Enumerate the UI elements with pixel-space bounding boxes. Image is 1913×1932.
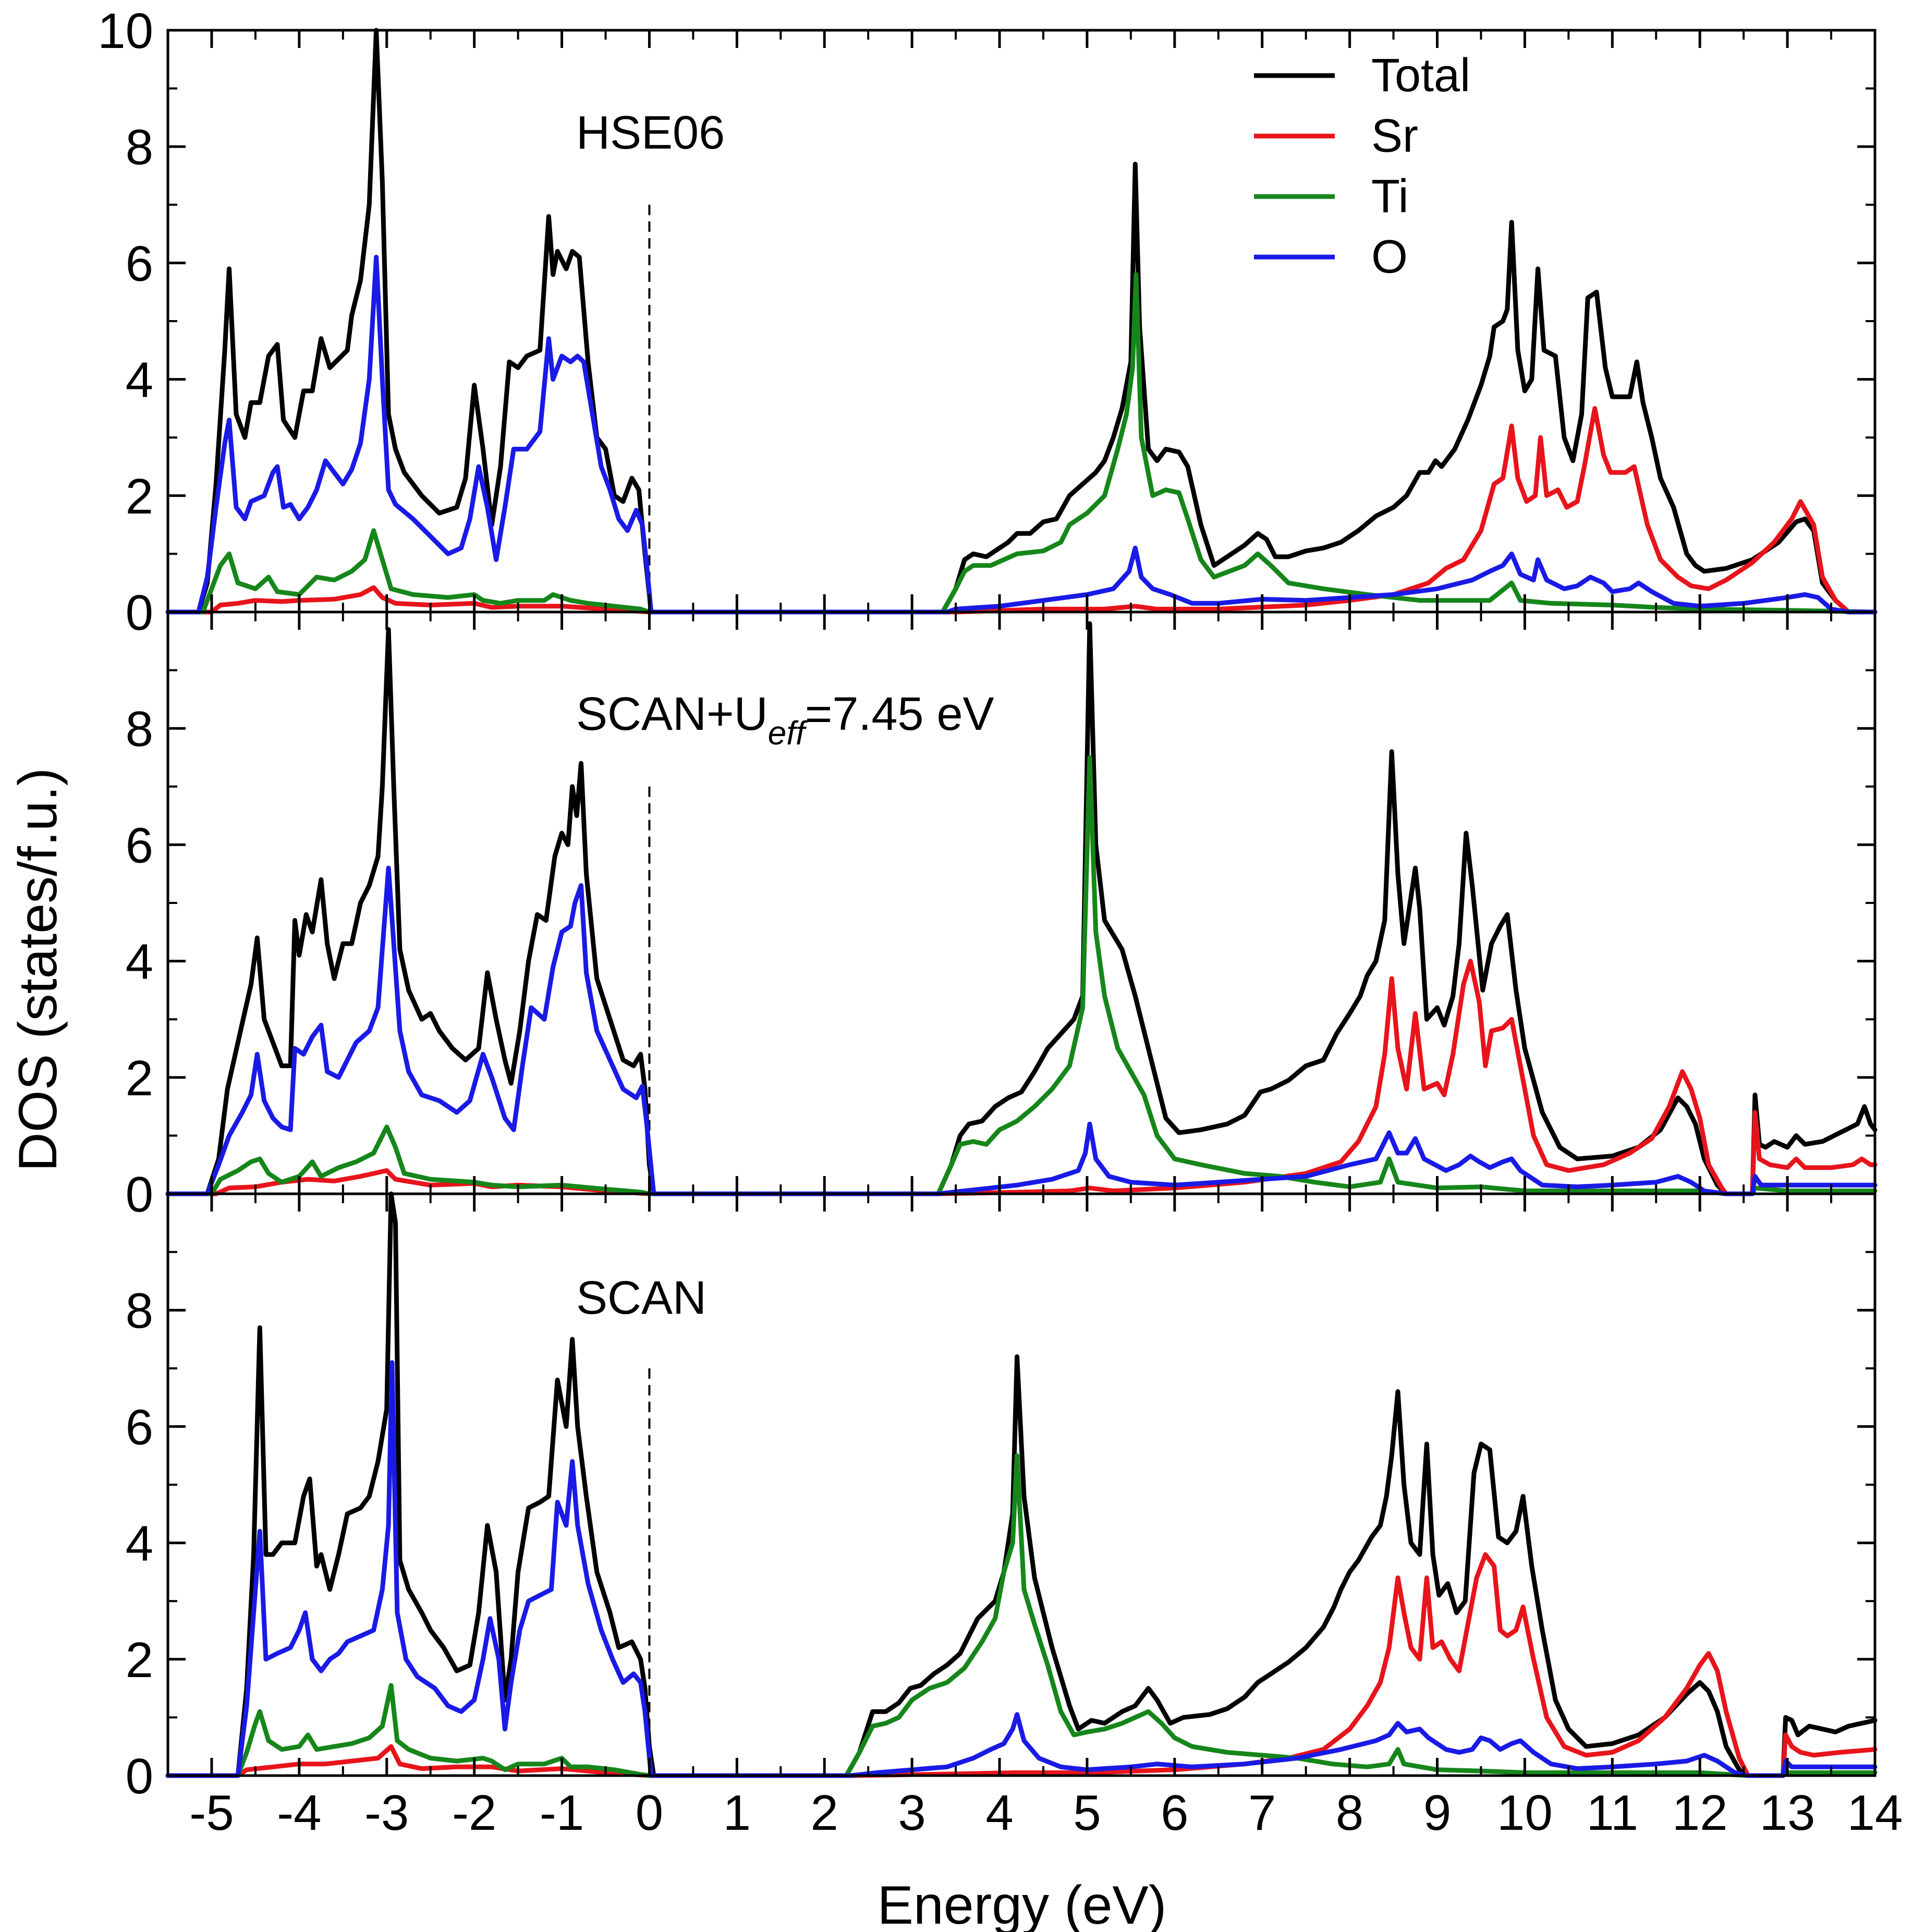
x-tick-label: -4 (277, 1785, 321, 1841)
y-tick-label: 4 (126, 1516, 153, 1572)
y-tick-label: 0 (126, 585, 153, 641)
y-tick-label: 2 (126, 1050, 153, 1106)
y-tick-label: 6 (126, 1399, 153, 1455)
y-tick-label: 6 (126, 817, 153, 873)
series-line-total (165, 28, 1878, 615)
x-tick-label: 5 (1073, 1785, 1101, 1841)
x-tick-label: 0 (636, 1785, 663, 1841)
legend-label-total: Total (1371, 50, 1470, 102)
panel-label-subscript: eff (768, 714, 808, 752)
panel-scan-u: 0 2 4 6 8 SCAN+Ueff=7.45 eV (126, 610, 1878, 1222)
y-tick-label: 4 (126, 352, 153, 408)
series-line-o (165, 865, 1878, 1196)
x-tick-label: 14 (1847, 1785, 1903, 1841)
panel-hse06: 0 2 4 6 8 10 HSE06 (98, 3, 1878, 641)
x-tick-label: 8 (1336, 1785, 1363, 1841)
y-tick-label: 4 (126, 934, 153, 990)
panel-scan: 0 2 4 6 8 SCAN (126, 1191, 1878, 1804)
y-tick-label: 2 (126, 469, 153, 524)
x-axis-title: Energy (eV) (878, 1875, 1167, 1932)
y-tick-label: 8 (126, 1283, 153, 1339)
x-tick-label: 1 (723, 1785, 751, 1841)
panel-label-scan-u: SCAN+Ueff=7.45 eV (576, 688, 994, 752)
y-tick-label: 10 (98, 3, 153, 59)
series-line-o (165, 254, 1878, 615)
x-tick-label: -1 (540, 1785, 584, 1841)
x-tick-label: 12 (1672, 1785, 1728, 1841)
x-tick-label: 3 (898, 1785, 925, 1841)
legend-label-sr: Sr (1371, 110, 1418, 162)
y-tick-label: 2 (126, 1632, 153, 1688)
y-tick-label: 8 (126, 701, 153, 757)
x-tick-label: 9 (1423, 1785, 1451, 1841)
series-line-sr (165, 406, 1878, 615)
x-tick-label: 7 (1248, 1785, 1276, 1841)
x-tick-label: 6 (1161, 1785, 1188, 1841)
y-tick-label: 6 (126, 236, 153, 291)
series-line-total (165, 1191, 1878, 1778)
x-tick-label: -2 (452, 1785, 496, 1841)
series-line-ti (165, 1453, 1878, 1778)
x-tick-label: 4 (985, 1785, 1013, 1841)
y-axis-title: DOS (states/f.u.) (8, 768, 68, 1171)
series-line-sr (165, 1552, 1878, 1778)
panel-label-rest: =7.45 eV (805, 688, 994, 740)
legend-label-ti: Ti (1371, 170, 1409, 223)
x-tick-label: 10 (1497, 1785, 1553, 1841)
series-line-ti (165, 272, 1878, 615)
x-tick-label: 2 (811, 1785, 838, 1841)
x-tick-label: -5 (189, 1785, 234, 1841)
panel-label-scan: SCAN (576, 1272, 706, 1324)
x-tick-label: -3 (364, 1785, 409, 1841)
legend: Total Sr Ti O (1254, 50, 1470, 283)
series-line-ti (165, 755, 1878, 1196)
x-tick-label: 11 (1586, 1785, 1638, 1841)
legend-label-o: O (1371, 231, 1408, 283)
y-tick-label: 0 (126, 1748, 153, 1804)
series-line-total (165, 621, 1878, 1196)
x-tick-label: 13 (1760, 1785, 1815, 1841)
panel-label-hse06: HSE06 (576, 107, 725, 159)
y-tick-label: 8 (126, 119, 153, 175)
panel-label-main: SCAN+U (576, 688, 768, 740)
y-tick-label: 0 (126, 1167, 153, 1222)
axis-titles: Energy (eV) DOS (states/f.u.) (8, 768, 1166, 1932)
